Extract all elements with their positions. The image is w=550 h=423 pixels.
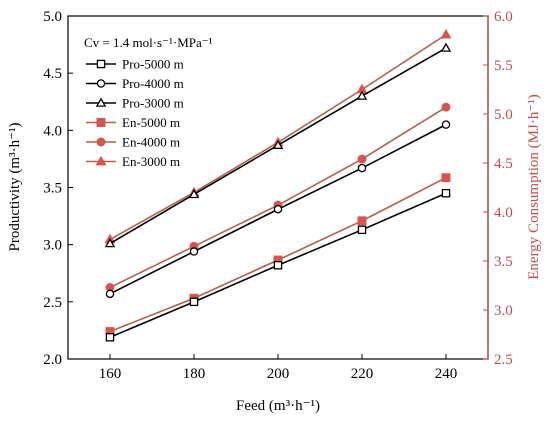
- left-y-axis: 2.0 2.5 3.0 3.5 4.0 4.5 5.0: [43, 9, 73, 368]
- right-y-tick-label: 2.5: [494, 352, 513, 368]
- x-axis-title: Feed (m³·h⁻¹): [236, 398, 320, 414]
- left-y-tick-label: 4.0: [43, 123, 62, 139]
- data-point: [440, 28, 452, 39]
- series-en-5000-m: [105, 173, 451, 337]
- series-pro-4000-m: [105, 120, 451, 299]
- series-layer: [104, 28, 452, 342]
- data-point: [189, 297, 199, 307]
- legend-label: En-5000 m: [122, 115, 180, 130]
- left-y-tick-label: 2.0: [43, 352, 62, 368]
- data-point: [441, 102, 451, 112]
- legend-marker: [95, 97, 107, 107]
- legend-marker: [96, 118, 106, 127]
- legend-entry: Pro-4000 m: [86, 76, 184, 91]
- legend-label: Pro-5000 m: [122, 57, 184, 72]
- right-y-tick-label: 5.0: [494, 107, 513, 123]
- data-point: [273, 260, 283, 270]
- legend-label: Pro-4000 m: [122, 76, 184, 91]
- x-tick-label: 160: [99, 366, 122, 382]
- legend-marker: [96, 79, 106, 88]
- data-point: [441, 173, 451, 183]
- data-point: [441, 188, 451, 198]
- x-tick-label: 180: [183, 366, 206, 382]
- left-y-tick-label: 3.0: [43, 238, 62, 254]
- data-point: [273, 204, 283, 214]
- data-point: [441, 120, 451, 129]
- legend-entry: Pro-3000 m: [86, 96, 184, 111]
- legend-entry: En-5000 m: [86, 115, 180, 130]
- legend-marker: [95, 155, 107, 166]
- right-y-tick-label: 4.5: [494, 156, 513, 172]
- left-y-tick-label: 5.0: [43, 9, 62, 25]
- left-y-tick-label: 4.5: [43, 66, 62, 82]
- legend-label: En-3000 m: [122, 154, 180, 169]
- legend-entry: Pro-5000 m: [86, 57, 184, 72]
- right-y-tick-label: 5.5: [494, 58, 513, 74]
- right-y-tick-label: 3.0: [494, 303, 513, 319]
- data-point: [357, 154, 367, 164]
- data-point: [189, 247, 199, 256]
- series-pro-5000-m: [105, 188, 451, 342]
- x-tick-label: 200: [267, 366, 290, 382]
- left-y-tick-label: 2.5: [43, 295, 62, 311]
- data-point: [440, 42, 452, 52]
- data-point: [356, 90, 368, 100]
- x-axis: 160 180 200 220 240: [99, 354, 458, 382]
- legend-entry: En-3000 m: [86, 154, 180, 169]
- series-pro-3000-m: [104, 42, 452, 248]
- left-y-axis-title: Productivity (m³·h⁻¹): [7, 123, 23, 252]
- data-point: [357, 225, 367, 235]
- data-point: [105, 289, 115, 299]
- data-point: [188, 188, 200, 199]
- legend-marker: [96, 137, 106, 147]
- left-y-tick-label: 3.5: [43, 181, 62, 197]
- right-y-axis: 2.5 3.0 3.5 4.0 4.5 5.0 5.5 6.0: [483, 9, 513, 368]
- legend-entry: En-4000 m: [86, 135, 180, 150]
- x-tick-label: 240: [435, 366, 458, 382]
- legend: Pro-5000 m Pro-4000 m Pro-3000 m En-5000 m E…: [86, 57, 184, 169]
- data-point: [357, 216, 367, 226]
- right-y-tick-label: 6.0: [494, 9, 513, 25]
- data-point: [105, 333, 115, 342]
- data-point: [357, 163, 367, 173]
- annotation-text: Cv = 1.4 mol·s⁻¹·MPa⁻¹: [84, 35, 213, 50]
- right-y-tick-label: 4.0: [494, 205, 513, 221]
- legend-label: En-4000 m: [122, 135, 180, 150]
- legend-label: Pro-3000 m: [122, 96, 184, 111]
- data-point: [272, 139, 284, 149]
- legend-marker: [96, 59, 106, 69]
- x-tick-label: 220: [351, 366, 374, 382]
- data-point: [104, 238, 116, 248]
- right-y-axis-title: Energy Consumption (MJ·h⁻¹): [526, 94, 542, 279]
- right-y-tick-label: 3.5: [494, 254, 513, 270]
